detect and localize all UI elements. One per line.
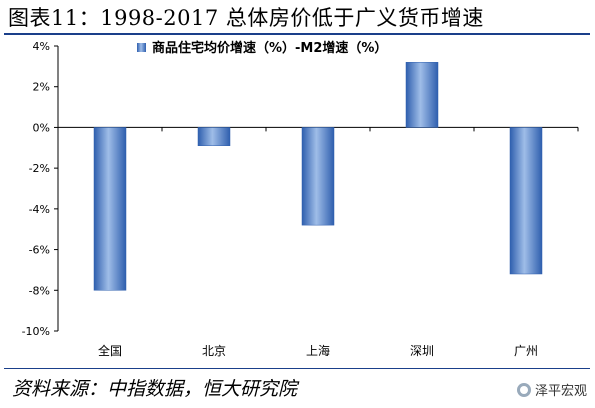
y-tick-label: -10% [22,325,50,338]
legend: 商品住宅均价增速（%）-M2增速（%） [137,40,387,56]
y-tick-label: 0% [33,121,50,134]
watermark-text: 泽平宏观 [534,384,587,399]
source-note: 资料来源：中指数据，恒大研究院 [12,378,298,400]
legend-swatch [137,43,146,52]
footer-rule [4,368,590,369]
bar-2 [301,127,335,226]
bar-1 [197,127,231,147]
bar-chart-svg: 4% 2% 0% -2% -4% -6% -8% -10% 全国 北京 上海 深圳 广州 商品住宅均价增… [22,40,579,358]
y-tick-label: 2% [33,81,50,94]
title-rule [4,33,590,35]
bars [93,62,543,291]
x-category-label: 广州 [514,344,538,358]
y-tick-label: -8% [29,284,50,297]
watermark: 泽平宏观 [516,380,587,399]
wechat-logo-icon [516,382,531,397]
x-category-label: 深圳 [410,344,434,358]
y-tick-label: -4% [29,203,50,216]
y-tick-label: -6% [29,244,50,257]
legend-label: 商品住宅均价增速（%）-M2增速（%） [152,40,387,56]
y-tick-label: 4% [33,40,50,53]
y-tick-label: -2% [29,162,50,175]
x-category-label: 上海 [306,343,330,358]
figure-title: 图表11：1998-2017 总体房价低于广义货币增速 [8,6,484,30]
x-category-label: 北京 [202,344,226,358]
chart: 4% 2% 0% -2% -4% -6% -8% -10% 全国 北京 上海 深圳 广州 商品住宅均价增… [0,36,595,368]
x-category-label: 全国 [98,343,122,358]
bar-4 [509,127,543,275]
bar-0 [93,127,127,291]
bar-3 [405,62,439,128]
